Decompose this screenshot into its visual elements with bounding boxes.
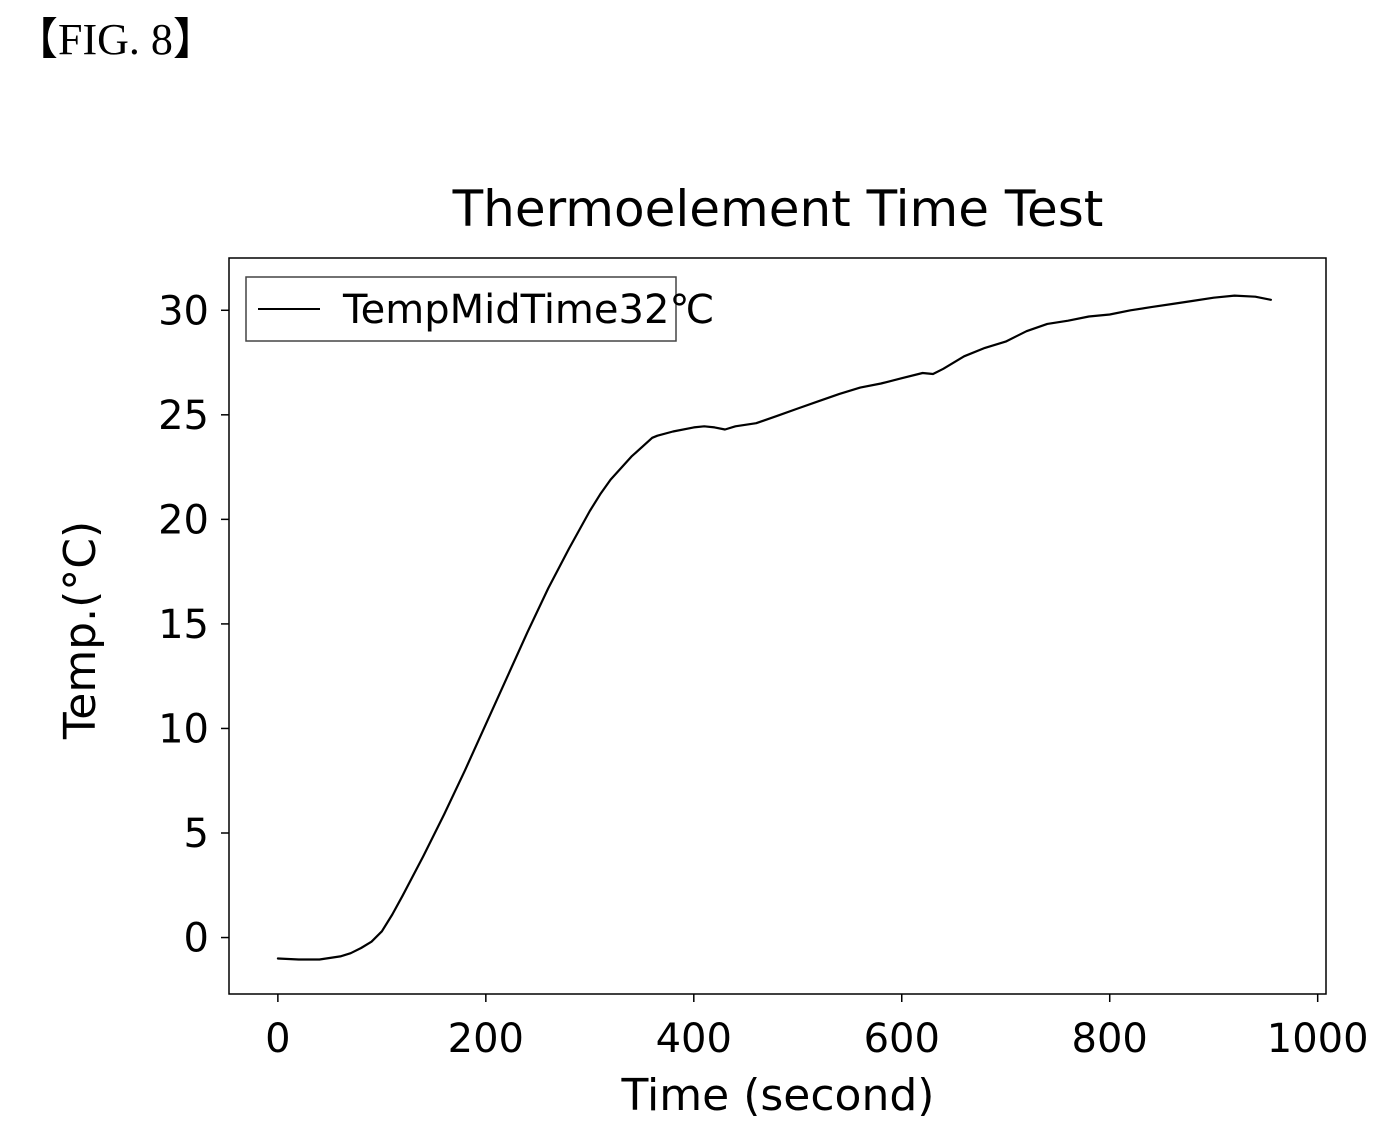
x-tick-label: 0 bbox=[265, 1016, 290, 1062]
y-tick-label: 30 bbox=[158, 288, 209, 334]
y-tick-label: 10 bbox=[158, 706, 209, 752]
y-tick-label: 20 bbox=[158, 497, 209, 543]
legend: TempMidTime32℃ bbox=[245, 276, 714, 342]
series-layer bbox=[276, 294, 1272, 961]
y-tick-label: 15 bbox=[158, 602, 209, 648]
plot-frame bbox=[228, 257, 1327, 995]
x-axis-label: Time (second) bbox=[621, 1070, 935, 1121]
y-axis-label: Temp.(°C) bbox=[55, 521, 106, 740]
x-axis: 0 200 400 600 800 1000 bbox=[265, 994, 1369, 1062]
chart-title: Thermoelement Time Test bbox=[452, 180, 1104, 238]
figure-label: 【FIG. 8】 bbox=[14, 15, 217, 64]
x-tick-label: 400 bbox=[656, 1016, 732, 1062]
y-axis: 0 5 10 15 20 25 30 bbox=[158, 288, 229, 962]
legend-entry-label: TempMidTime32℃ bbox=[342, 287, 714, 333]
y-tick-label: 0 bbox=[184, 916, 209, 962]
x-tick-label: 200 bbox=[448, 1016, 524, 1062]
x-tick-label: 600 bbox=[864, 1016, 940, 1062]
x-tick-label: 1000 bbox=[1267, 1016, 1369, 1062]
series-line-0 bbox=[276, 294, 1272, 961]
x-tick-label: 800 bbox=[1072, 1016, 1148, 1062]
y-tick-label: 25 bbox=[158, 393, 209, 439]
y-tick-label: 5 bbox=[184, 811, 209, 857]
